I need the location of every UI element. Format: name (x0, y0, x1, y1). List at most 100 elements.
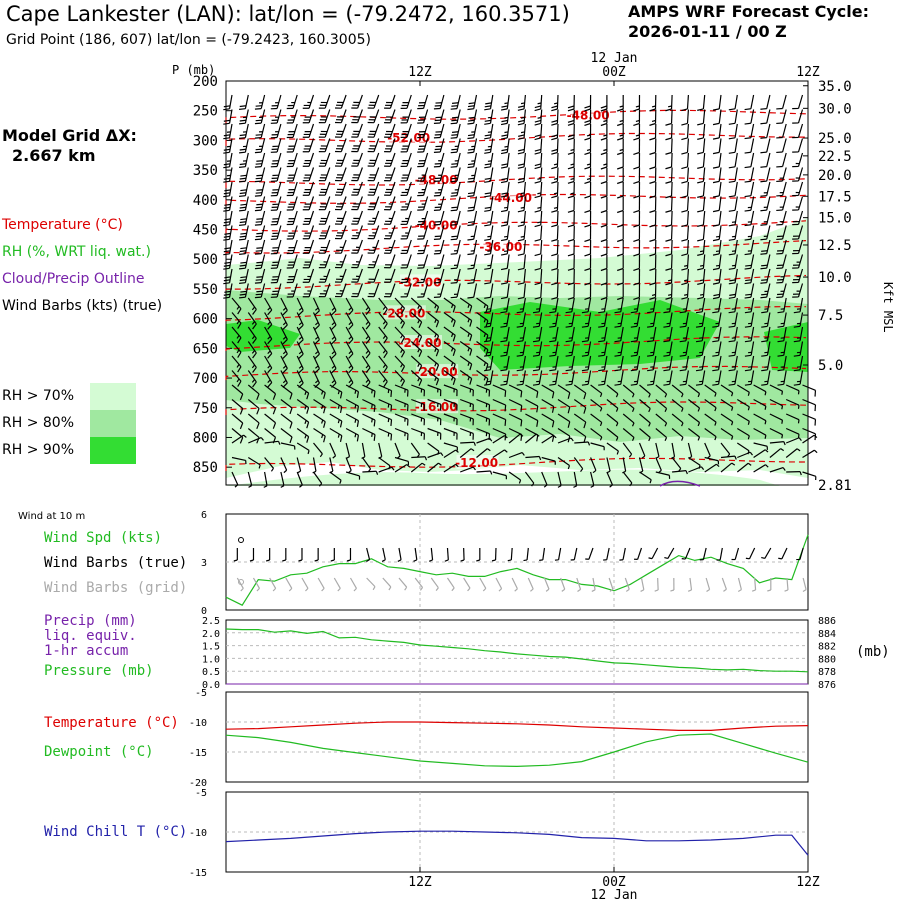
true-barb-7 (346, 548, 352, 562)
wind-barb-10-3 (270, 239, 282, 255)
wind-barb-12-3 (270, 268, 282, 284)
wind-barb-11-26 (649, 254, 657, 271)
wind-barb-19-27 (663, 370, 673, 386)
wind-barb-2-18 (517, 123, 526, 140)
top-time-label-1: 00Z (602, 65, 626, 80)
grid-barb-10 (398, 577, 408, 591)
wind-barb-15-35 (793, 312, 804, 328)
wind-barb-13-3 (270, 283, 282, 298)
wind-barb-16-2 (264, 326, 273, 345)
wind-barb-16-17 (500, 326, 510, 343)
wind-barb-9-30 (712, 225, 722, 242)
wind-barb-0-2 (254, 94, 266, 110)
wind-barb-13-11 (400, 283, 412, 298)
wind-barb-19-21 (565, 370, 575, 386)
wind-barb-23-29 (704, 428, 717, 441)
calm-marker-true (238, 537, 244, 543)
wind-barb-16-13 (443, 326, 456, 342)
pressure-label-600: 600 (193, 312, 218, 328)
wind-barb-4-18 (517, 152, 526, 169)
wind-barb-26-7 (345, 471, 361, 480)
wind-barb-4-19 (534, 152, 543, 170)
wind-barb-6-23 (600, 181, 608, 199)
wind-barb-10-10 (384, 239, 396, 254)
wind-barb-16-33 (761, 326, 771, 343)
wind-barb-26-31 (736, 462, 752, 473)
wind-barb-9-20 (551, 225, 559, 242)
true-barb-9 (381, 547, 386, 562)
wind-barb-26-35 (802, 471, 817, 480)
wind-barb-12-18 (517, 268, 526, 285)
height-label-9: 7.5 (818, 308, 843, 324)
isotherm-line-9 (225, 365, 807, 381)
wind-barb-4-3 (270, 152, 282, 168)
true-barb-21 (570, 547, 578, 561)
wind-barb-2-11 (400, 123, 412, 138)
wind-barb-9-33 (760, 225, 771, 241)
true-barb-1 (249, 548, 255, 562)
wind-barb-24-6 (329, 442, 337, 459)
wind-barb-12-4 (286, 268, 298, 284)
wind-barb-17-28 (679, 341, 689, 357)
wind-barb-25-13 (443, 449, 459, 459)
wind-barb-2-1 (239, 123, 249, 140)
wind-barb-20-7 (345, 384, 360, 398)
wind-barb-6-4 (286, 181, 298, 197)
wind-barb-3-35 (792, 138, 804, 153)
wind-barb-9-12 (417, 225, 429, 240)
wind-barb-10-4 (286, 239, 298, 255)
wind-barb-18-9 (378, 355, 388, 373)
wind-barb-20-9 (378, 384, 393, 397)
wind-barb-26-4 (296, 471, 303, 488)
wind-barb-5-24 (616, 167, 624, 185)
wind-barb-21-5 (313, 398, 326, 414)
pressure-label-250: 250 (193, 104, 218, 120)
wind-barb-22-34 (785, 413, 800, 424)
wind-barb-18-16 (484, 355, 494, 372)
wind-barb-14-4 (296, 297, 304, 316)
wind-barb-15-12 (427, 312, 440, 328)
wind-barb-12-21 (567, 268, 575, 286)
wind-barb-10-33 (760, 239, 771, 255)
wind-barb-23-5 (313, 427, 326, 443)
wind-barb-26-27 (672, 470, 688, 475)
wind-barb-14-8 (361, 297, 371, 316)
wind-barb-3-14 (450, 138, 461, 154)
wind-barb-16-12 (427, 326, 440, 342)
wind-barb-0-25 (633, 94, 641, 112)
wind-barb-16-24 (614, 326, 624, 343)
bottom-date-label: 12 Jan (591, 888, 638, 900)
wind-barb-21-17 (508, 398, 523, 412)
wind-barb-13-29 (697, 283, 706, 300)
wind-barb-12-20 (551, 268, 559, 286)
wind-barb-7-27 (665, 196, 673, 213)
wind-barb-21-34 (785, 398, 800, 409)
wind-barb-19-12 (427, 370, 440, 386)
wind-barb-11-24 (616, 254, 624, 272)
height-axis-label: Kft MSL (881, 282, 895, 333)
wind-barb-10-13 (433, 239, 445, 255)
model-grid-value: 2.667 km (12, 146, 96, 165)
wind-barb-2-9 (367, 123, 380, 138)
wind-barb-24-2 (264, 440, 281, 445)
wind-barb-11-17 (500, 254, 510, 271)
wind-barb-1-2 (254, 109, 266, 125)
wind-barb-9-28 (681, 225, 689, 242)
wind-barb-6-13 (433, 181, 445, 197)
wind-barb-12-29 (697, 268, 706, 285)
true-barb-16 (491, 547, 497, 562)
wind-barb-26-18 (524, 471, 535, 487)
wind-barb-15-21 (565, 312, 575, 328)
wind-barb-8-2 (254, 210, 266, 226)
wind-barb-13-24 (616, 283, 624, 301)
wind-barb-19-16 (484, 370, 494, 386)
wind-barb-7-15 (467, 196, 478, 212)
wind-barb-10-35 (792, 239, 804, 255)
wind-barb-3-11 (400, 138, 412, 153)
grid-barb-20 (560, 577, 566, 592)
wind-barb-8-5 (302, 210, 315, 225)
wind-barb-24-25 (638, 442, 646, 459)
wind-barb-18-10 (394, 355, 406, 373)
wind-barb-24-0 (231, 434, 247, 444)
wind-barb-26-12 (427, 462, 442, 473)
